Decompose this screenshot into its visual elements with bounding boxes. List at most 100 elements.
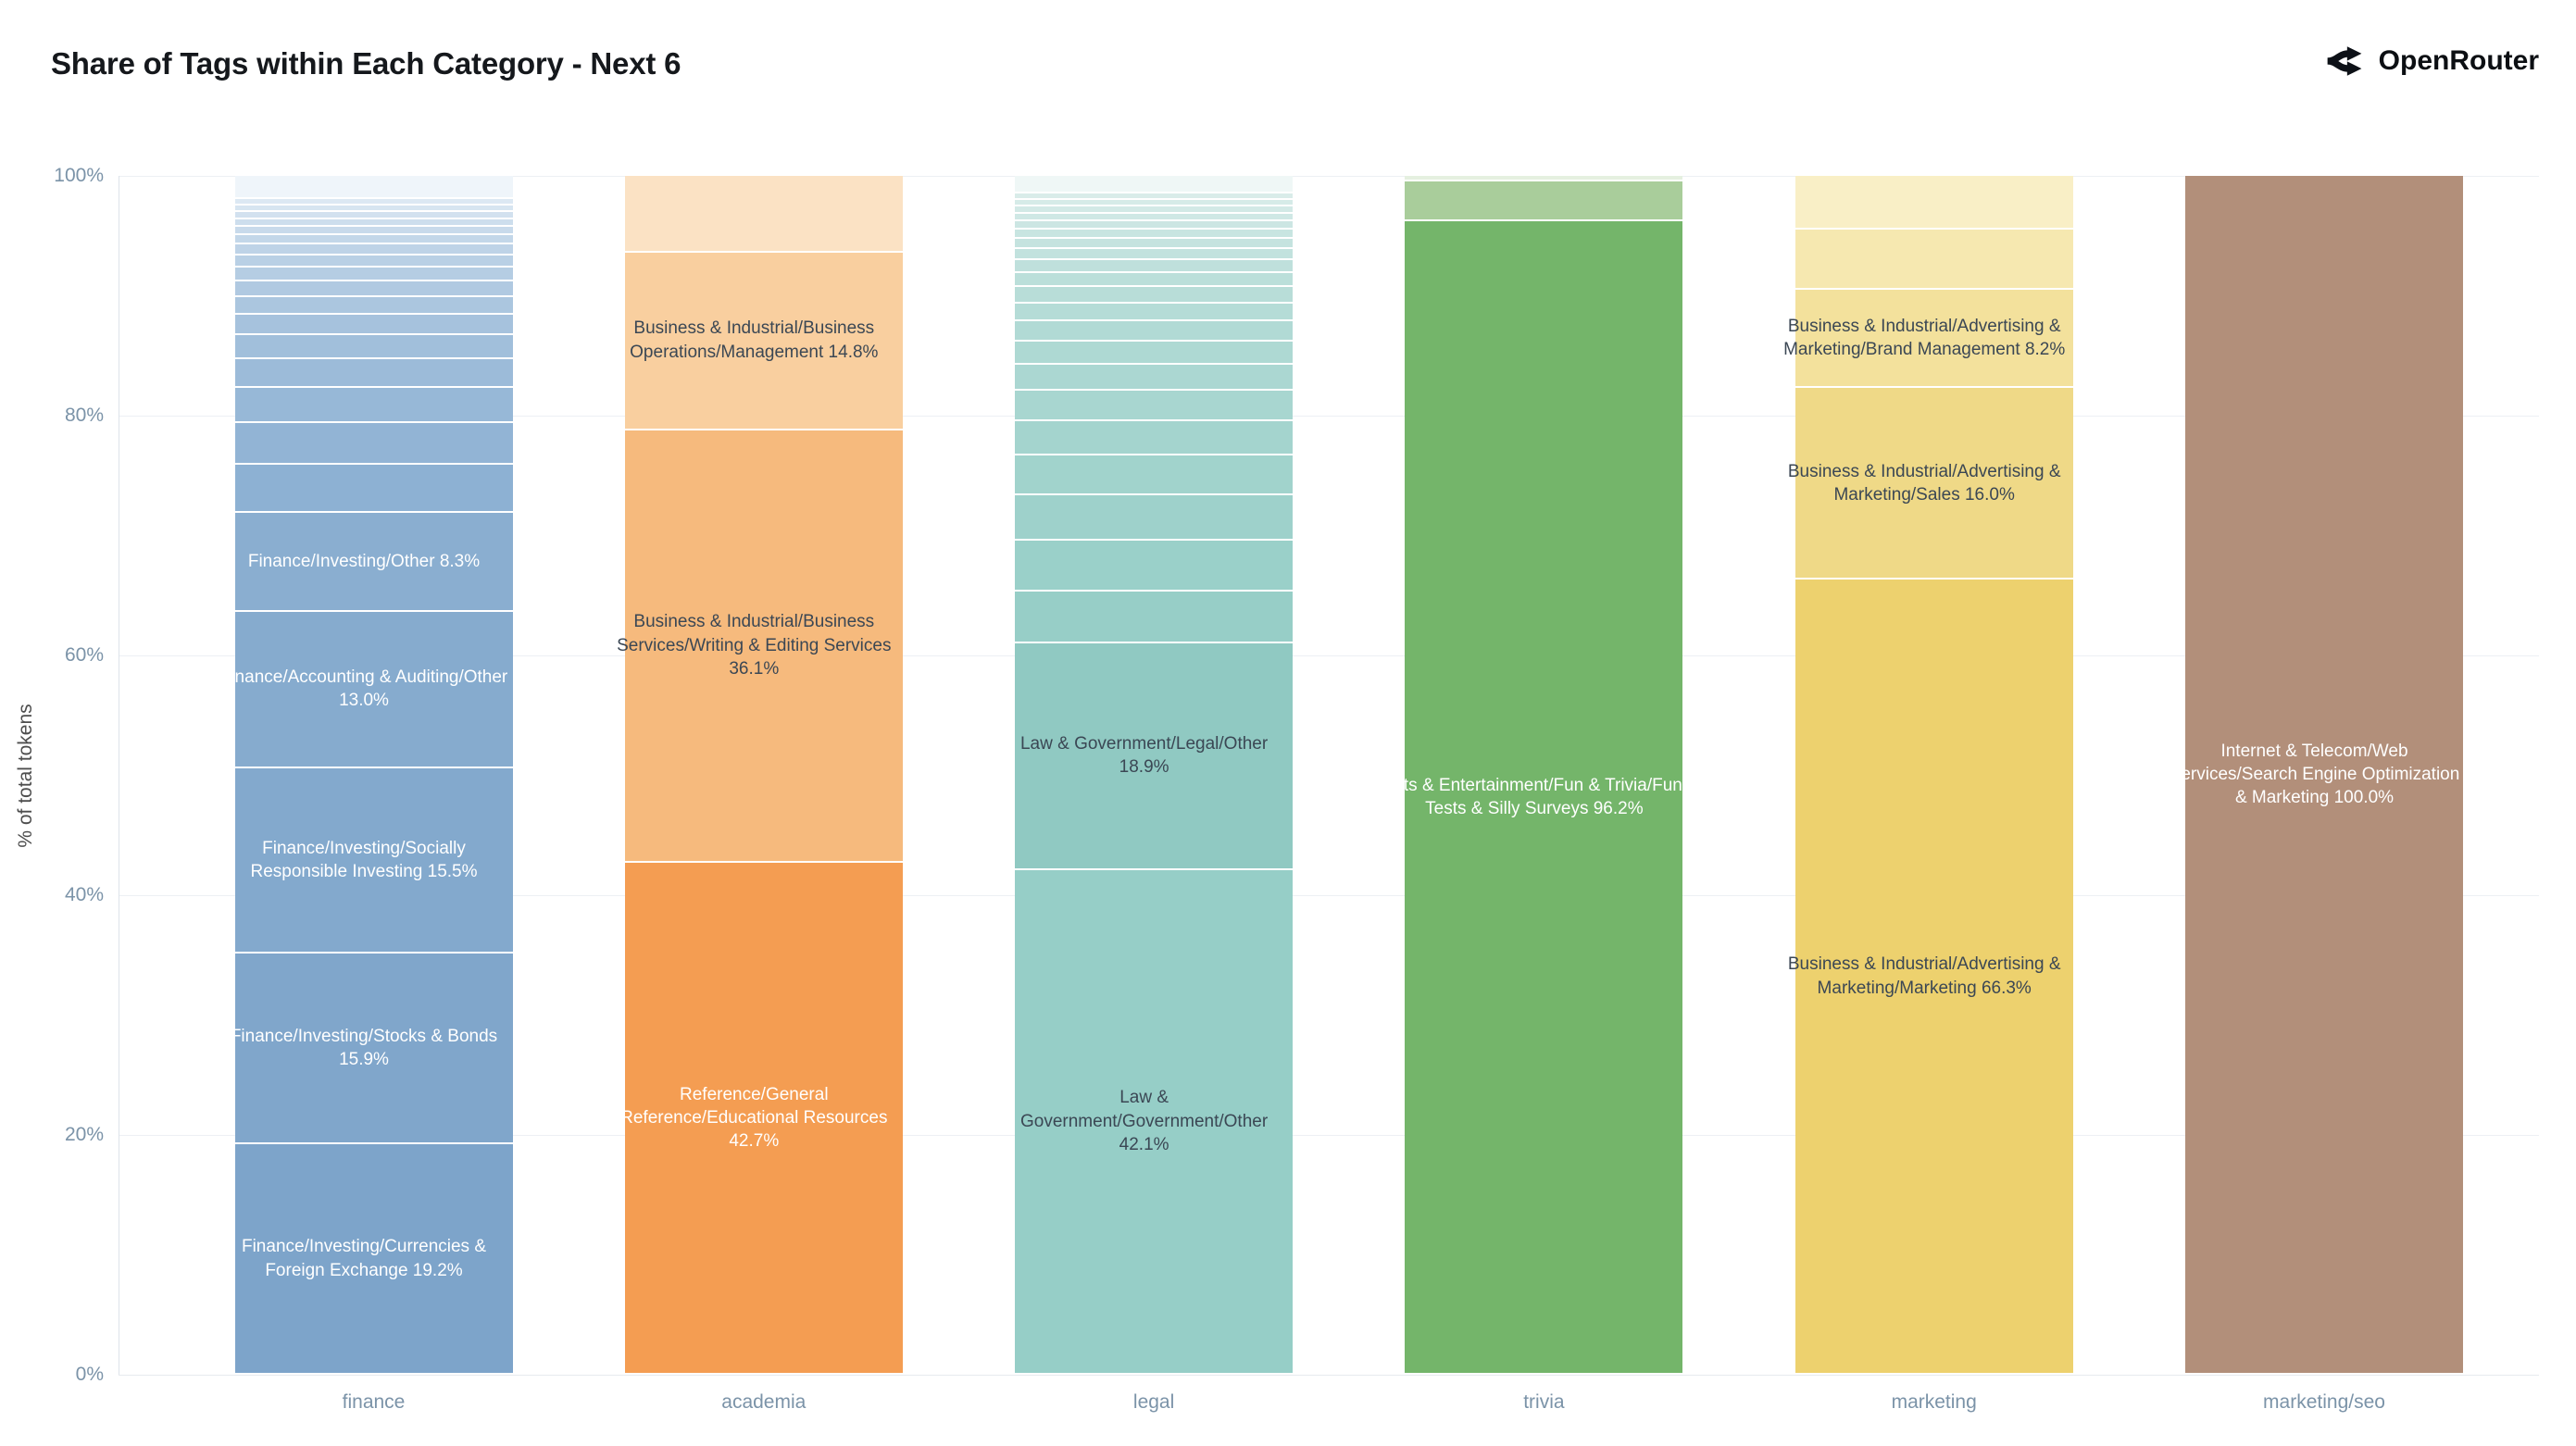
bar-segment-unlabeled[interactable] — [624, 176, 903, 253]
bar-segment-unlabeled[interactable] — [1015, 455, 1294, 495]
bar-segment-unlabeled[interactable] — [234, 359, 513, 389]
y-tick-label: 0% — [75, 1364, 104, 1385]
bar-segment-unlabeled[interactable] — [234, 199, 513, 206]
bar-segment[interactable]: Business & Industrial/Advertising & Mark… — [1788, 388, 2073, 580]
bar-segment-unlabeled[interactable] — [234, 335, 513, 360]
gridline-40 — [119, 894, 2539, 896]
bar-segment-unlabeled[interactable] — [234, 464, 513, 513]
x-tick-label-finance: finance — [342, 1391, 406, 1413]
bar-segment-label: Business & Industrial/Business Services/… — [617, 612, 892, 679]
bar-segment-unlabeled[interactable] — [1405, 176, 1683, 182]
bar-segment-unlabeled[interactable] — [234, 244, 513, 256]
bar-segment-unlabeled[interactable] — [1015, 260, 1294, 273]
bar-segment-unlabeled[interactable] — [1015, 248, 1294, 261]
bar-segment-label: Reference/General Reference/Educational … — [620, 1084, 888, 1152]
bar-segment-label: Finance/Investing/Other 8.3% — [247, 551, 481, 571]
bar-segment-unlabeled[interactable] — [1015, 303, 1294, 322]
bar-segment-unlabeled[interactable] — [1015, 287, 1294, 304]
bar-segment-unlabeled[interactable] — [234, 211, 513, 219]
x-tick-label-academia: academia — [721, 1391, 807, 1413]
bar-segment[interactable]: Finance/Investing/Socially Responsible I… — [234, 767, 513, 954]
bar-segment-unlabeled[interactable] — [234, 315, 513, 336]
page-title: Share of Tags within Each Category - Nex… — [51, 46, 682, 81]
bar-segment[interactable]: Law & Government/Legal/Other 18.9% — [1015, 642, 1294, 870]
bar-segment-unlabeled[interactable] — [234, 256, 513, 268]
bar-segment-unlabeled[interactable] — [1015, 272, 1294, 288]
gridline-80 — [119, 415, 2539, 417]
bar-segment-unlabeled[interactable] — [234, 227, 513, 236]
bar-segment-unlabeled[interactable] — [1015, 213, 1294, 222]
bar-segment-unlabeled[interactable] — [1015, 321, 1294, 343]
bar-segment-label: Finance/Accounting & Auditing/Other 13.0… — [219, 667, 508, 711]
bar-segment-unlabeled[interactable] — [1015, 221, 1294, 231]
bar-segment-unlabeled[interactable] — [1405, 181, 1683, 222]
bar-academia: Business & Industrial/Business Operation… — [617, 176, 903, 1375]
bar-segment-label: Business & Industrial/Business Operation… — [630, 318, 879, 362]
bar-segment-unlabeled[interactable] — [1015, 193, 1294, 200]
bar-segment[interactable]: Business & Industrial/Advertising & Mark… — [1783, 290, 2073, 389]
bar-segment-unlabeled[interactable] — [234, 296, 513, 316]
bar-segment-unlabeled[interactable] — [234, 268, 513, 281]
bar-segment[interactable]: Finance/Accounting & Auditing/Other 13.0… — [220, 612, 513, 768]
y-tick-label: 100% — [54, 165, 104, 186]
bar-segment-unlabeled[interactable] — [1015, 591, 1294, 643]
bar-legal: Law & Government/Legal/Other 18.9% Law & … — [1015, 176, 1294, 1375]
bar-segment-label: Business & Industrial/Advertising & Mark… — [1787, 461, 2061, 505]
bar-segment-unlabeled[interactable] — [1015, 342, 1294, 365]
bar-segment-unlabeled[interactable] — [1015, 541, 1294, 592]
bar-segment-unlabeled[interactable] — [1794, 176, 2073, 231]
bar-segment[interactable]: Arts & Entertainment/Fun & Trivia/Fun Te… — [1386, 221, 1683, 1375]
bar-segment-unlabeled[interactable] — [1015, 199, 1294, 206]
x-tick-label-legal: legal — [1132, 1391, 1175, 1413]
bar-segment[interactable]: Finance/Investing/Stocks & Bonds 15.9% — [231, 954, 513, 1145]
bar-segment[interactable]: Finance/Investing/Currencies & Foreign E… — [234, 1144, 513, 1375]
bar-segment-unlabeled[interactable] — [1015, 420, 1294, 456]
bar-segment-unlabeled[interactable] — [234, 205, 513, 212]
bar-segment[interactable]: Finance/Investing/Other 8.3% — [234, 512, 513, 613]
bar-marketing/seo: Internet & Telecom/Web Services/Search E… — [2170, 176, 2463, 1375]
bar-segment[interactable]: Business & Industrial/Business Operation… — [624, 252, 903, 430]
y-tick-label: 40% — [64, 884, 104, 905]
y-axis-title: % of total tokens — [15, 704, 36, 848]
bar-segment-unlabeled[interactable] — [1794, 230, 2073, 291]
bar-segment-unlabeled[interactable] — [1015, 391, 1294, 421]
bar-segment-unlabeled[interactable] — [234, 388, 513, 423]
bar-segment-label: Law & Government/Legal/Other 18.9% — [1019, 734, 1269, 778]
bar-segment[interactable]: Reference/General Reference/Educational … — [620, 863, 903, 1375]
gridline-0 — [119, 1374, 2539, 1376]
openrouter-logo-icon — [2325, 41, 2366, 81]
bar-finance: Finance/Investing/Other 8.3% Finance/Acco… — [220, 176, 513, 1375]
bar-segment-unlabeled[interactable] — [234, 235, 513, 245]
bar-segment-unlabeled[interactable] — [234, 422, 513, 465]
bar-segment-unlabeled[interactable] — [1015, 494, 1294, 542]
bar-segment-unlabeled[interactable] — [1015, 206, 1294, 214]
y-tick-label: 20% — [64, 1124, 104, 1145]
y-tick-label: 60% — [64, 644, 104, 666]
gridline-60 — [119, 654, 2539, 656]
bar-segment-unlabeled[interactable] — [1015, 230, 1294, 239]
bar-segment[interactable]: Business & Industrial/Advertising & Mark… — [1788, 580, 2073, 1375]
bar-segment-label: Finance/Investing/Stocks & Bonds 15.9% — [230, 1026, 498, 1070]
bar-segment-label: Arts & Entertainment/Fun & Trivia/Fun Te… — [1385, 775, 1682, 819]
bar-segment-unlabeled[interactable] — [1015, 176, 1294, 194]
bar-segment-unlabeled[interactable] — [1015, 238, 1294, 249]
bar-segment-unlabeled[interactable] — [234, 176, 513, 200]
openrouter-brand-label: OpenRouter — [2378, 45, 2539, 76]
bar-segment[interactable]: Law & Government/Government/Other 42.1% — [1015, 869, 1294, 1375]
bar-trivia: Arts & Entertainment/Fun & Trivia/Fun Te… — [1386, 176, 1683, 1375]
gridline-20 — [119, 1134, 2539, 1136]
bar-segment-label: Internet & Telecom/Web Services/Search E… — [2169, 741, 2460, 808]
y-tick-label: 80% — [64, 405, 104, 426]
bar-segment-label: Business & Industrial/Advertising & Mark… — [1787, 954, 2061, 998]
bar-segment-unlabeled[interactable] — [234, 218, 513, 227]
bar-marketing: Business & Industrial/Advertising & Mark… — [1783, 176, 2073, 1375]
openrouter-brand: OpenRouter — [2325, 41, 2539, 81]
bar-segment[interactable]: Business & Industrial/Business Services/… — [617, 430, 903, 864]
bar-segment-unlabeled[interactable] — [234, 280, 513, 297]
bar-segment[interactable]: Internet & Telecom/Web Services/Search E… — [2170, 176, 2463, 1375]
bar-segment-unlabeled[interactable] — [1015, 364, 1294, 392]
bar-segment-label: Law & Government/Government/Other 42.1% — [1020, 1088, 1269, 1154]
x-tick-label-marketing/seo: marketing/seo — [2263, 1391, 2385, 1413]
